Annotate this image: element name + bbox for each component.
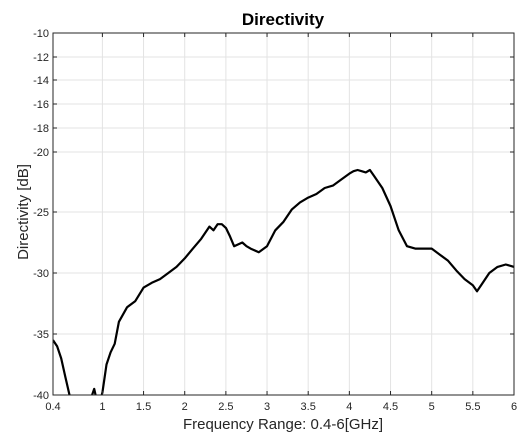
x-tick-label: 0.4 [45,401,60,413]
y-tick-label: -18 [33,123,49,135]
axes [52,32,515,396]
y-tick-label: -16 [33,99,49,111]
y-tick-label: -30 [33,268,49,280]
x-tick-labels: 0.4 1 1.5 2 2.5 3 3.5 4 4.5 5 5.5 6 [45,401,517,413]
x-axis-label: Frequency Range: 0.4-6[GHz] [183,416,383,433]
x-tick-label: 2 [182,401,188,413]
y-tick-label: -10 [33,28,49,40]
y-tick-label: -40 [33,390,49,402]
x-tick-label: 4.5 [383,401,398,413]
axes-box [52,32,515,396]
y-tick-label: -25 [33,207,49,219]
y-axis-label: Directivity [dB] [15,164,32,260]
x-tick-label: 5 [429,401,435,413]
y-tick-label: -14 [33,75,49,87]
x-tick-label: 3 [264,401,270,413]
x-tick-label: 1 [99,401,105,413]
chart-title: Directivity [242,10,325,29]
plot-area [53,33,514,395]
x-tick-label: 3.5 [301,401,316,413]
x-tick-label: 2.5 [218,401,233,413]
x-tick-label: 6 [511,401,517,413]
x-tick-label: 1.5 [136,401,151,413]
y-tick-labels: -40 -35 -30 -25 -20 -18 -16 -14 -12 -10 [33,28,49,402]
plot-background [53,33,514,395]
y-tick-label: -20 [33,147,49,159]
y-tick-label: -12 [33,52,49,64]
y-tick-label: -35 [33,329,49,341]
x-tick-label: 4 [346,401,352,413]
x-tick-label: 5.5 [465,401,480,413]
